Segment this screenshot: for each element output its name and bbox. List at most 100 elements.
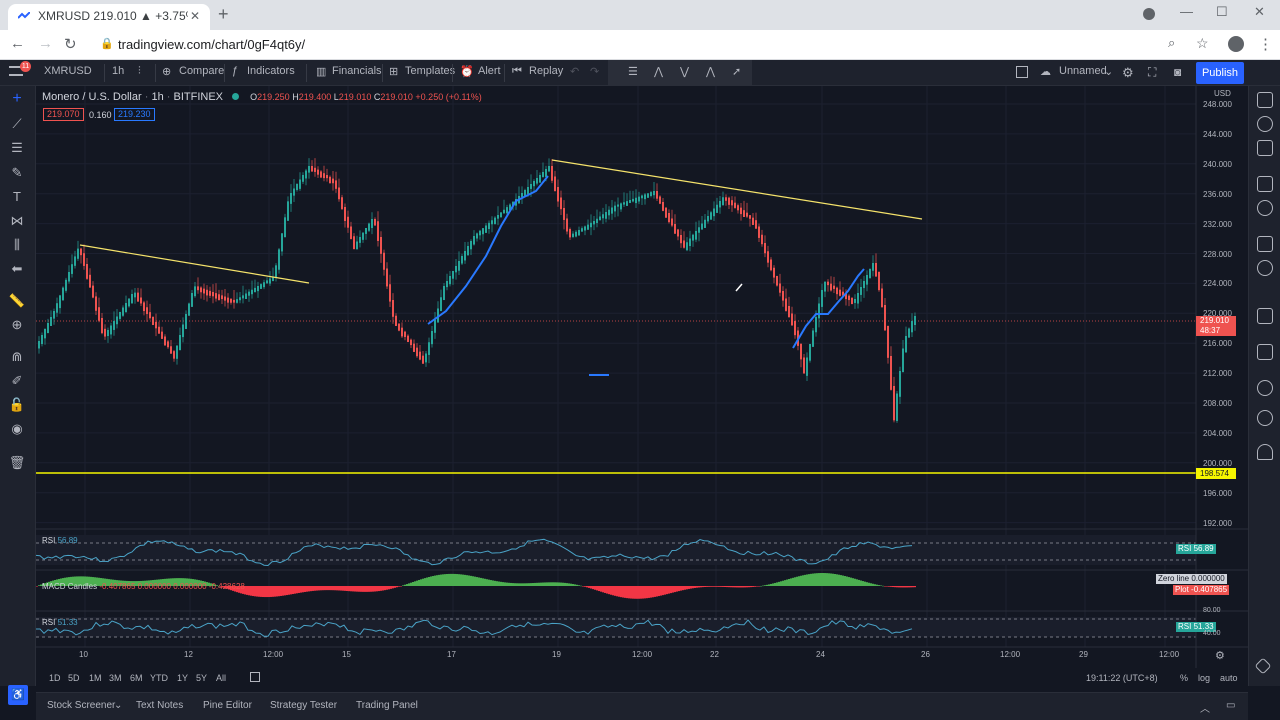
pattern-icon[interactable]: ⋀ xyxy=(654,66,664,78)
zoom-in-icon[interactable]: ⊕ xyxy=(11,317,23,332)
rsi2-name[interactable]: RSI xyxy=(42,618,56,627)
snapshot-camera-icon[interactable]: ◙ xyxy=(1174,65,1182,79)
wave-icon[interactable]: ⋁ xyxy=(680,66,690,78)
tips-icon[interactable] xyxy=(1257,380,1273,396)
macd-name[interactable]: MACD Candles xyxy=(42,582,98,591)
legend-symbol-name[interactable]: Monero / U.S. Dollar xyxy=(42,91,142,103)
text-tool-icon[interactable]: T xyxy=(13,189,21,204)
trend-chart-icon[interactable] xyxy=(1257,484,1273,500)
financials-icon[interactable]: ▥ xyxy=(316,66,327,78)
chat-icon[interactable] xyxy=(1257,308,1273,324)
news-icon[interactable] xyxy=(1257,176,1273,192)
trendline-left[interactable] xyxy=(79,244,310,284)
time-axis-settings-icon[interactable]: ⚙ xyxy=(1215,650,1225,662)
broadcast-icon[interactable] xyxy=(1257,410,1273,426)
panel-stock-screener[interactable]: Stock Screener xyxy=(47,700,116,711)
minimize-icon[interactable]: — xyxy=(1180,4,1193,19)
replay-icon[interactable]: ⏮ xyxy=(512,65,522,77)
reload-icon[interactable]: ↻ xyxy=(64,36,77,53)
compare-button[interactable]: Compare xyxy=(179,65,225,77)
browser-tab[interactable]: XMRUSD 219.010 ▲ +3.75% Unn ✕ xyxy=(8,4,210,30)
alert-button[interactable]: Alert xyxy=(478,65,501,77)
zoom-icon[interactable]: ⌕ xyxy=(1168,35,1176,50)
arrow-left-icon[interactable]: ⬅ xyxy=(11,261,23,276)
symbol-search[interactable]: XMRUSD xyxy=(44,65,92,77)
stay-drawing-icon[interactable]: ✐ xyxy=(11,373,23,388)
cursor-icon[interactable]: ➚ xyxy=(732,66,742,78)
calendar-icon[interactable] xyxy=(1257,236,1273,252)
lock-drawings-icon[interactable]: 🔓 xyxy=(8,397,26,412)
window-close-icon[interactable]: ✕ xyxy=(1254,4,1265,19)
range-button[interactable]: 5Y xyxy=(196,673,208,683)
panel-trading-panel[interactable]: Trading Panel xyxy=(356,700,418,711)
ideas-icon[interactable] xyxy=(1257,260,1273,276)
interval-button[interactable]: 1h xyxy=(112,65,125,77)
data-window-icon[interactable] xyxy=(1257,140,1273,156)
range-button[interactable]: 1Y xyxy=(177,673,189,683)
url-field[interactable]: tradingview.com/chart/0gF4qt6y/ xyxy=(118,37,306,52)
brush-icon[interactable]: ✎ xyxy=(11,165,23,180)
panel-pine-editor[interactable]: Pine Editor xyxy=(203,700,252,711)
trendline-right[interactable] xyxy=(551,159,923,220)
streams-icon[interactable] xyxy=(1257,344,1273,360)
bid-price-box[interactable]: 219.070 xyxy=(43,108,84,121)
trendline-icon[interactable]: ⟋ xyxy=(12,116,22,131)
profile-icon[interactable] xyxy=(1143,8,1155,20)
range-button[interactable]: 3M xyxy=(109,673,122,683)
templates-icon[interactable]: ⊞ xyxy=(389,66,399,78)
range-button[interactable]: 1M xyxy=(89,673,102,683)
range-button[interactable]: 6M xyxy=(130,673,143,683)
pattern-tool-icon[interactable]: ⋈ xyxy=(10,213,24,228)
panel-strategy-tester[interactable]: Strategy Tester xyxy=(270,700,338,711)
accessibility-icon[interactable]: ♿ xyxy=(8,685,28,705)
layout-dropdown-icon[interactable]: ⌄ xyxy=(1104,66,1114,78)
lines-icon[interactable]: ☰ xyxy=(628,66,638,78)
indicators-icon[interactable]: ƒ xyxy=(232,65,239,77)
magnet-icon[interactable]: ⋒ xyxy=(11,349,23,364)
ruler-icon[interactable]: 📏 xyxy=(8,293,26,308)
forward-icon[interactable]: → xyxy=(38,35,53,52)
fullscreen-icon[interactable]: ⛶ xyxy=(1148,65,1157,79)
percent-scale-toggle[interactable]: % xyxy=(1180,673,1189,683)
ask-price-box[interactable]: 219.230 xyxy=(114,108,155,121)
layout-name[interactable]: Unnamed xyxy=(1059,65,1107,77)
maximize-panel-icon[interactable]: ▭ xyxy=(1226,700,1236,711)
extension-icon[interactable] xyxy=(1228,36,1244,52)
panel-text-notes[interactable]: Text Notes xyxy=(136,700,184,711)
collapse-panel-icon[interactable]: ︿ xyxy=(1200,704,1210,715)
watchlist-icon[interactable] xyxy=(1257,92,1273,108)
support-price-label[interactable]: 198.574 xyxy=(1196,468,1236,479)
crosshair-icon[interactable]: + xyxy=(12,90,22,107)
new-tab-icon[interactable]: + xyxy=(218,4,229,24)
range-button[interactable]: All xyxy=(216,673,227,683)
range-button[interactable]: YTD xyxy=(150,673,168,683)
publish-button[interactable]: Publish xyxy=(1196,62,1244,84)
hide-drawings-icon[interactable]: ◉ xyxy=(11,421,23,436)
hotlist-icon[interactable] xyxy=(1257,200,1273,216)
notifications-bell-icon[interactable] xyxy=(1257,444,1273,460)
menu-icon[interactable] xyxy=(9,66,23,76)
browser-menu-icon[interactable]: ⋮ xyxy=(1258,36,1273,53)
elliott-icon[interactable]: ⋀ xyxy=(706,66,716,78)
maximize-icon[interactable]: ☐ xyxy=(1216,4,1228,19)
range-button[interactable]: 1D xyxy=(49,673,61,683)
candle-style-icon[interactable]: ⫶ xyxy=(138,65,141,77)
rsi1-name[interactable]: RSI xyxy=(42,536,56,545)
bookmark-star-icon[interactable]: ☆ xyxy=(1196,35,1209,51)
tab-close-icon[interactable]: ✕ xyxy=(190,9,201,23)
alert-icon[interactable]: ⏰ xyxy=(460,66,474,78)
compare-plus-icon[interactable]: ⊕ xyxy=(162,66,172,78)
range-button[interactable]: 5D xyxy=(68,673,80,683)
indicators-button[interactable]: Indicators xyxy=(247,65,295,77)
settings-gear-icon[interactable]: ⚙ xyxy=(1122,65,1134,80)
trash-icon[interactable]: 🗑 xyxy=(8,455,26,470)
back-icon[interactable]: ← xyxy=(10,35,25,52)
fib-icon[interactable]: ☰ xyxy=(11,140,23,155)
layout-icon[interactable] xyxy=(1016,66,1028,78)
main-chart[interactable] xyxy=(36,86,1248,668)
log-scale-toggle[interactable]: log xyxy=(1198,673,1211,683)
replay-button[interactable]: Replay xyxy=(529,65,564,77)
undo-icon[interactable]: ↶ xyxy=(570,66,580,78)
alerts-clock-icon[interactable] xyxy=(1257,116,1273,132)
position-tool-icon[interactable]: ⫼ xyxy=(14,237,20,252)
